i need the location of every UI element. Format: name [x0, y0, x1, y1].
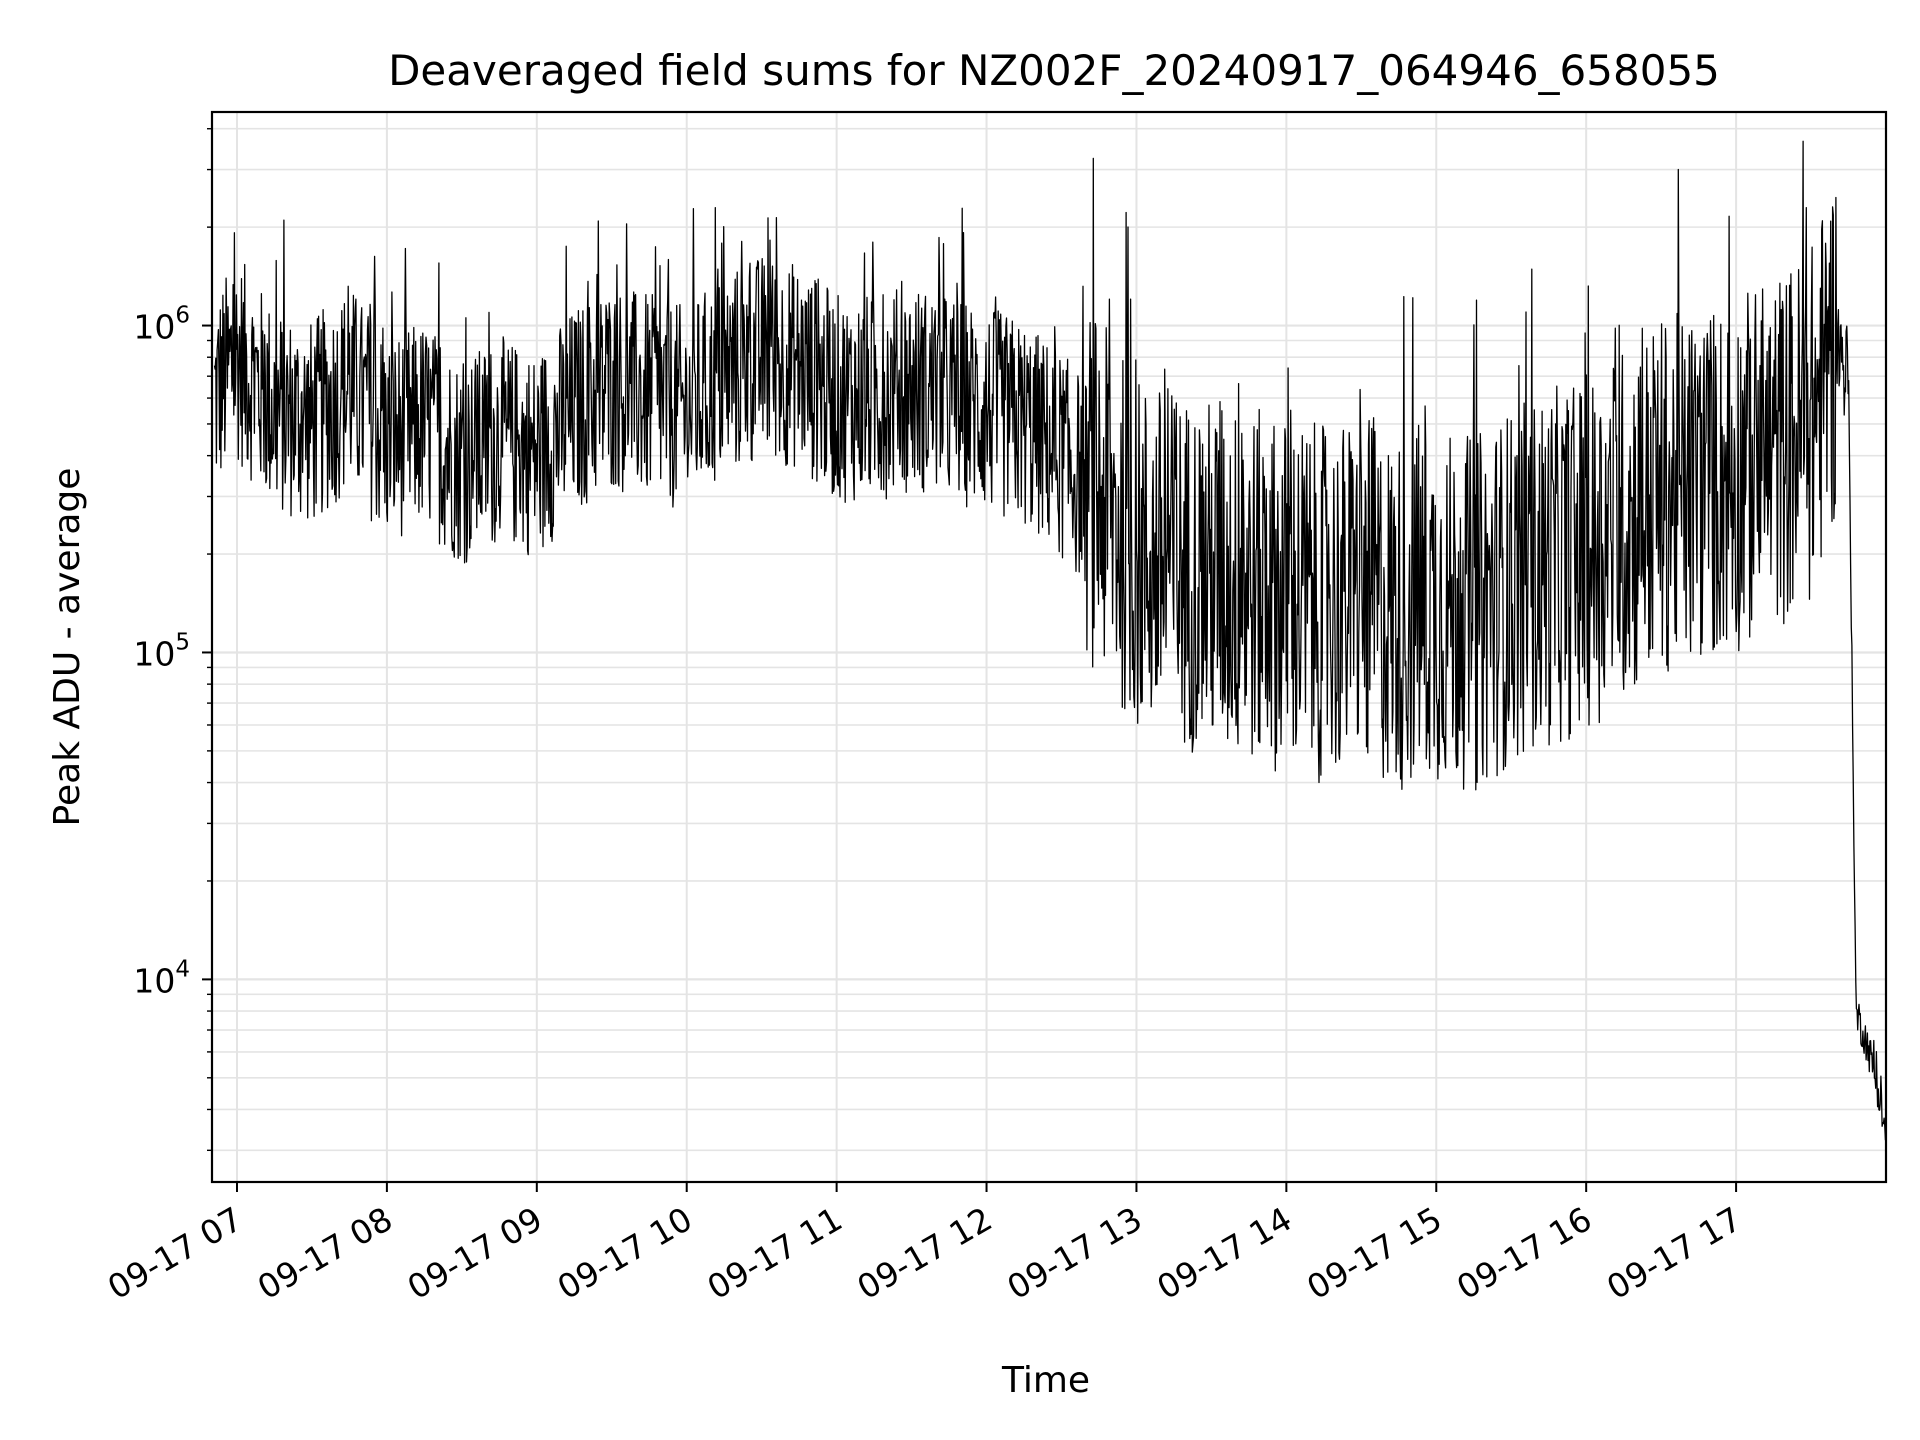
- x-tick-label: 09-17 14: [1150, 1199, 1298, 1307]
- x-tick-label: 09-17 07: [101, 1199, 249, 1307]
- y-tick-label: 104: [133, 956, 190, 1000]
- plot-frame: [210, 110, 1888, 1184]
- y-axis-label: Peak ADU - average: [47, 468, 88, 827]
- chart-title: Deaveraged field sums for NZ002F_2024091…: [388, 46, 1720, 95]
- y-axis: 104 105 106: [133, 128, 212, 1152]
- y-tick-label: 106: [133, 303, 190, 347]
- x-tick-label: 09-17 17: [1600, 1199, 1748, 1307]
- x-tick-label: 09-17 16: [1450, 1199, 1598, 1307]
- x-axis: 09-17 07 09-17 08 09-17 09 09-17 10 09-17 11…: [101, 1182, 1748, 1307]
- x-tick-label: 09-17 08: [251, 1199, 399, 1307]
- series-line: [213, 140, 1887, 1141]
- x-tick-label: 09-17 15: [1300, 1199, 1448, 1307]
- x-tick-label: 09-17 13: [1000, 1199, 1148, 1307]
- x-tick-label: 09-17 09: [401, 1199, 549, 1307]
- x-tick-label: 09-17 10: [551, 1199, 699, 1307]
- x-axis-label: Time: [1001, 1360, 1090, 1401]
- x-tick-label: 09-17 12: [851, 1199, 999, 1307]
- x-tick-label: 09-17 11: [701, 1199, 849, 1307]
- y-tick-label: 105: [133, 629, 190, 673]
- grid-lines: [212, 112, 1886, 1182]
